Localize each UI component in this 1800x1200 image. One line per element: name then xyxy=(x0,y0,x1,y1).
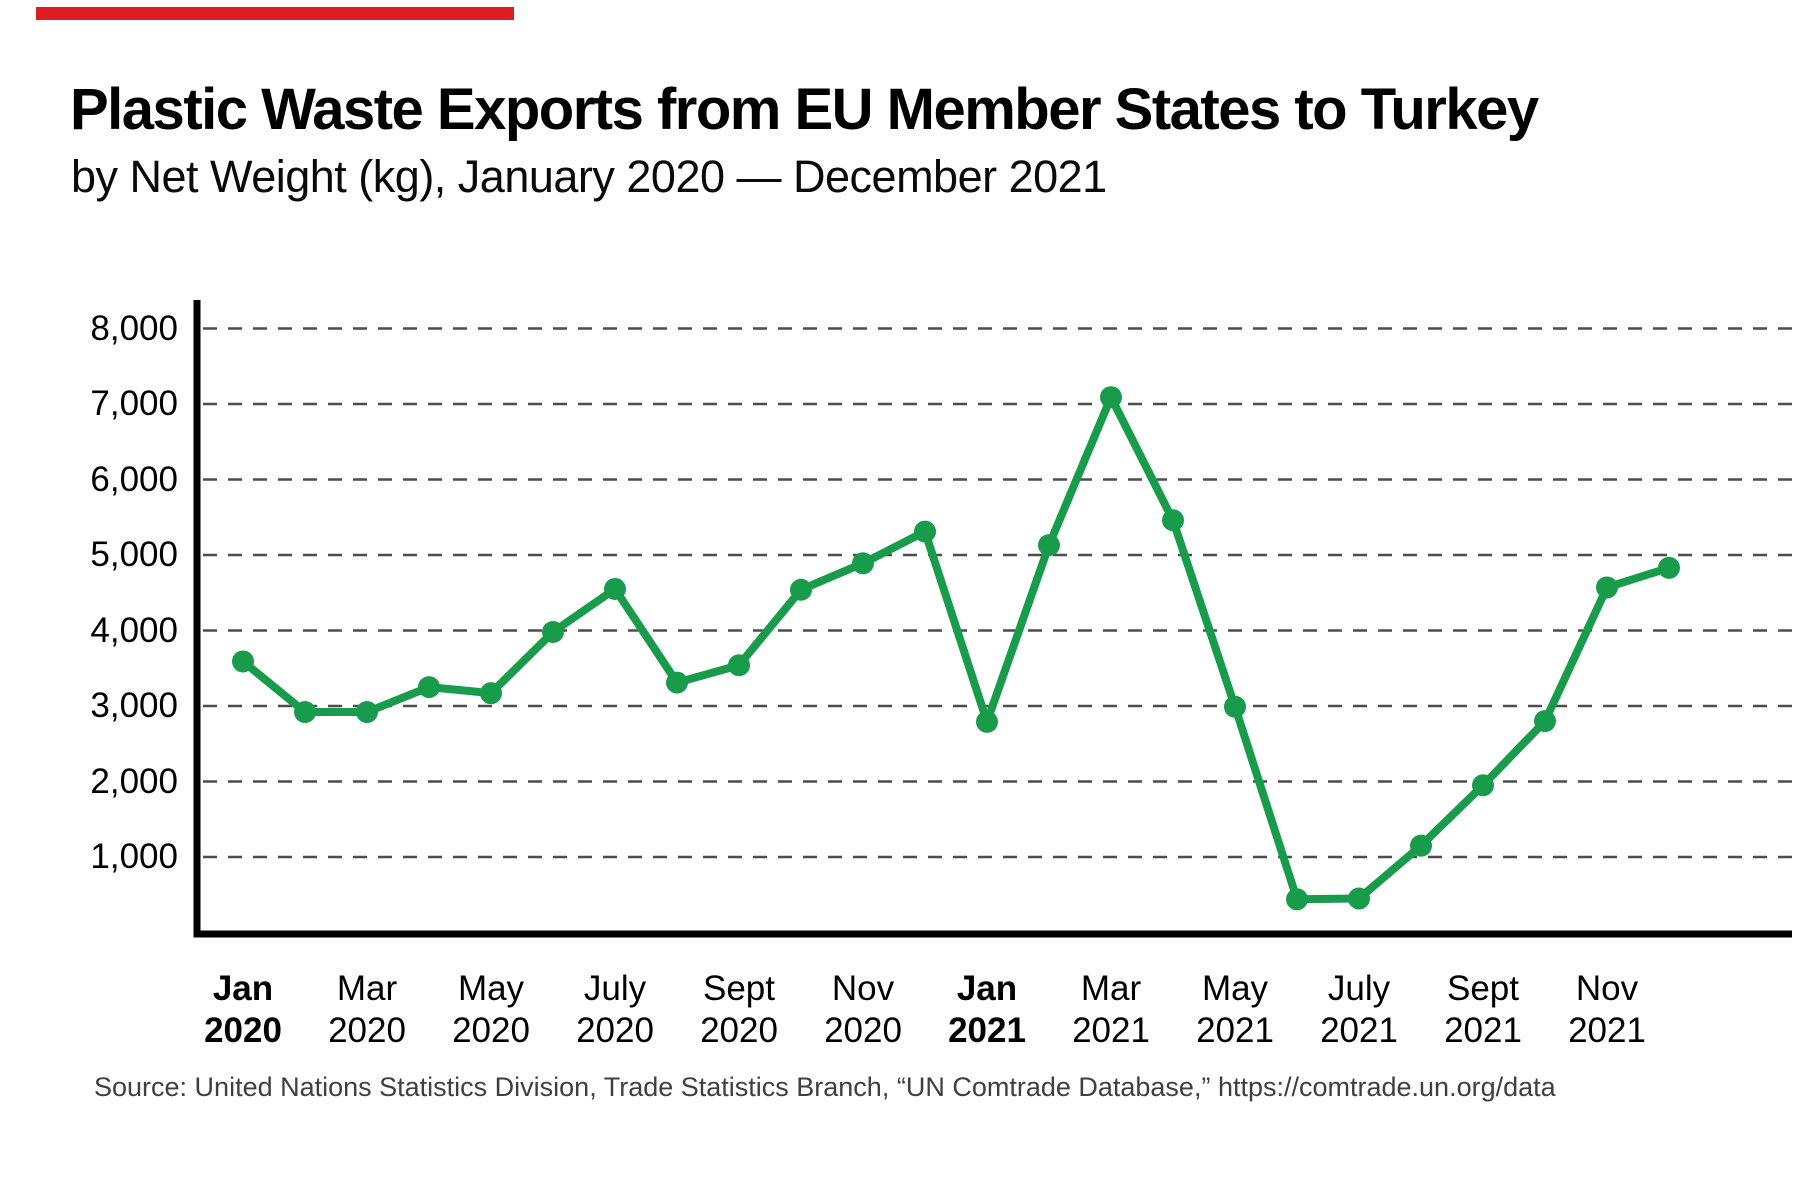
data-point xyxy=(356,701,378,724)
x-tick-year: 2020 xyxy=(452,1011,530,1050)
data-point xyxy=(728,654,750,677)
data-line xyxy=(239,393,1673,904)
brand-bar xyxy=(36,7,514,20)
y-tick-label: 7,000 xyxy=(90,384,178,423)
x-tick-month: Sept xyxy=(1447,969,1519,1008)
data-point xyxy=(1534,710,1556,733)
x-tick-month: Jan xyxy=(212,969,274,1008)
x-tick-label: July 2020 xyxy=(545,968,685,1052)
x-tick-label: Nov 2020 xyxy=(793,968,933,1052)
data-point xyxy=(542,621,564,644)
data-point xyxy=(1348,887,1370,910)
y-tick-label: 3,000 xyxy=(90,686,178,725)
data-point xyxy=(294,701,316,724)
y-tick-label: 1,000 xyxy=(90,837,178,876)
x-tick-year: 2021 xyxy=(948,1011,1026,1050)
data-point xyxy=(604,577,626,600)
data-point xyxy=(1472,774,1494,797)
x-tick-year: 2020 xyxy=(576,1011,654,1050)
x-tick-year: 2021 xyxy=(1444,1011,1522,1050)
x-tick-month: July xyxy=(1327,969,1391,1008)
x-tick-month: Nov xyxy=(1575,969,1639,1008)
y-tick-label: 6,000 xyxy=(90,459,178,499)
data-point xyxy=(1038,534,1060,557)
data-point xyxy=(1100,386,1122,409)
x-tick-year: 2020 xyxy=(204,1011,282,1050)
x-tick-month: Mar xyxy=(1080,969,1142,1008)
y-tick-label: 2,000 xyxy=(90,761,178,801)
x-tick-label: May 2020 xyxy=(421,968,561,1052)
x-tick-label: Mar 2021 xyxy=(1041,968,1181,1052)
data-point xyxy=(1224,695,1246,718)
y-tick-label: 4,000 xyxy=(90,610,178,650)
chart-title: Plastic Waste Exports from EU Member Sta… xyxy=(70,77,1539,142)
data-point xyxy=(1410,834,1432,857)
data-point xyxy=(418,676,440,699)
x-tick-year: 2021 xyxy=(1196,1011,1274,1050)
data-point xyxy=(914,520,936,543)
chart-subtitle: by Net Weight (kg), January 2020 — Decem… xyxy=(71,151,1107,202)
y-tick-label: 8,000 xyxy=(90,308,178,348)
x-tick-label: Jan 2020 xyxy=(173,968,313,1052)
data-point xyxy=(232,650,254,673)
x-tick-label: Sept 2021 xyxy=(1413,968,1553,1052)
data-point xyxy=(666,671,688,694)
x-tick-month: Jan xyxy=(956,969,1018,1008)
data-point xyxy=(790,578,812,601)
x-tick-year: 2020 xyxy=(700,1011,778,1050)
data-point xyxy=(976,710,998,733)
x-tick-year: 2021 xyxy=(1568,1011,1646,1050)
data-point xyxy=(1162,509,1184,532)
x-tick-year: 2020 xyxy=(824,1011,902,1050)
x-tick-label: Mar 2020 xyxy=(297,968,437,1052)
x-tick-label: July 2021 xyxy=(1289,968,1429,1052)
x-tick-year: 2021 xyxy=(1072,1011,1150,1050)
x-tick-year: 2020 xyxy=(328,1011,406,1050)
data-point xyxy=(1596,576,1618,599)
source-note: Source: United Nations Statistics Divisi… xyxy=(94,1072,1556,1102)
x-tick-label: Sept 2020 xyxy=(669,968,809,1052)
data-point xyxy=(1658,556,1680,579)
x-tick-label: Jan 2021 xyxy=(917,968,1057,1052)
x-tick-month: Sept xyxy=(703,969,775,1008)
x-tick-month: May xyxy=(457,969,525,1008)
x-tick-label: May 2021 xyxy=(1165,968,1305,1052)
x-tick-label: Nov 2021 xyxy=(1537,968,1677,1052)
x-tick-month: July xyxy=(583,969,647,1008)
x-tick-month: May xyxy=(1201,969,1269,1008)
data-point xyxy=(1286,888,1308,911)
x-tick-month: Mar xyxy=(336,969,398,1008)
x-tick-month: Nov xyxy=(831,969,895,1008)
y-tick-label: 5,000 xyxy=(90,535,178,574)
data-point xyxy=(852,552,874,575)
x-tick-year: 2021 xyxy=(1320,1011,1398,1050)
data-point xyxy=(480,682,502,705)
